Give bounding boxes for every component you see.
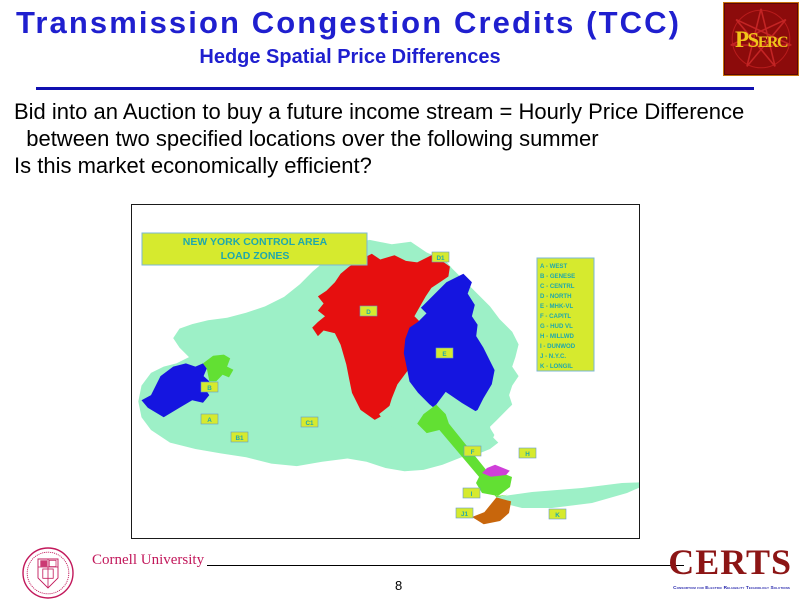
svg-text:I: I xyxy=(471,491,473,498)
svg-text:F - CAPITL: F - CAPITL xyxy=(540,313,571,320)
svg-text:B - GENESE: B - GENESE xyxy=(540,273,575,280)
svg-text:I - DUNWOD: I - DUNWOD xyxy=(540,343,576,350)
svg-text:E - MHK-VL: E - MHK-VL xyxy=(540,303,573,310)
svg-text:H - MILLWD: H - MILLWD xyxy=(540,333,574,340)
svg-text:J - N.Y.C.: J - N.Y.C. xyxy=(540,353,566,360)
svg-text:A - WEST: A - WEST xyxy=(540,263,567,270)
svg-text:C - CENTRL: C - CENTRL xyxy=(540,283,575,290)
svg-text:F: F xyxy=(471,449,475,456)
svg-text:K: K xyxy=(555,512,560,519)
svg-text:NEW YORK CONTROL AREA: NEW YORK CONTROL AREA xyxy=(183,236,328,248)
svg-text:A: A xyxy=(207,417,212,424)
svg-text:D1: D1 xyxy=(436,255,445,262)
svg-text:G - HUD VL: G - HUD VL xyxy=(540,323,573,330)
svg-text:D - NORTH: D - NORTH xyxy=(540,293,571,300)
svg-text:E: E xyxy=(442,351,446,358)
svg-text:C1: C1 xyxy=(305,420,314,427)
svg-text:LOAD ZONES: LOAD ZONES xyxy=(221,250,290,262)
svg-text:D: D xyxy=(366,309,371,316)
svg-text:K - LONGIL: K - LONGIL xyxy=(540,363,573,370)
svg-text:J1: J1 xyxy=(461,511,469,518)
svg-text:B1: B1 xyxy=(235,435,244,442)
svg-text:B: B xyxy=(207,385,212,392)
svg-text:H: H xyxy=(525,451,530,458)
